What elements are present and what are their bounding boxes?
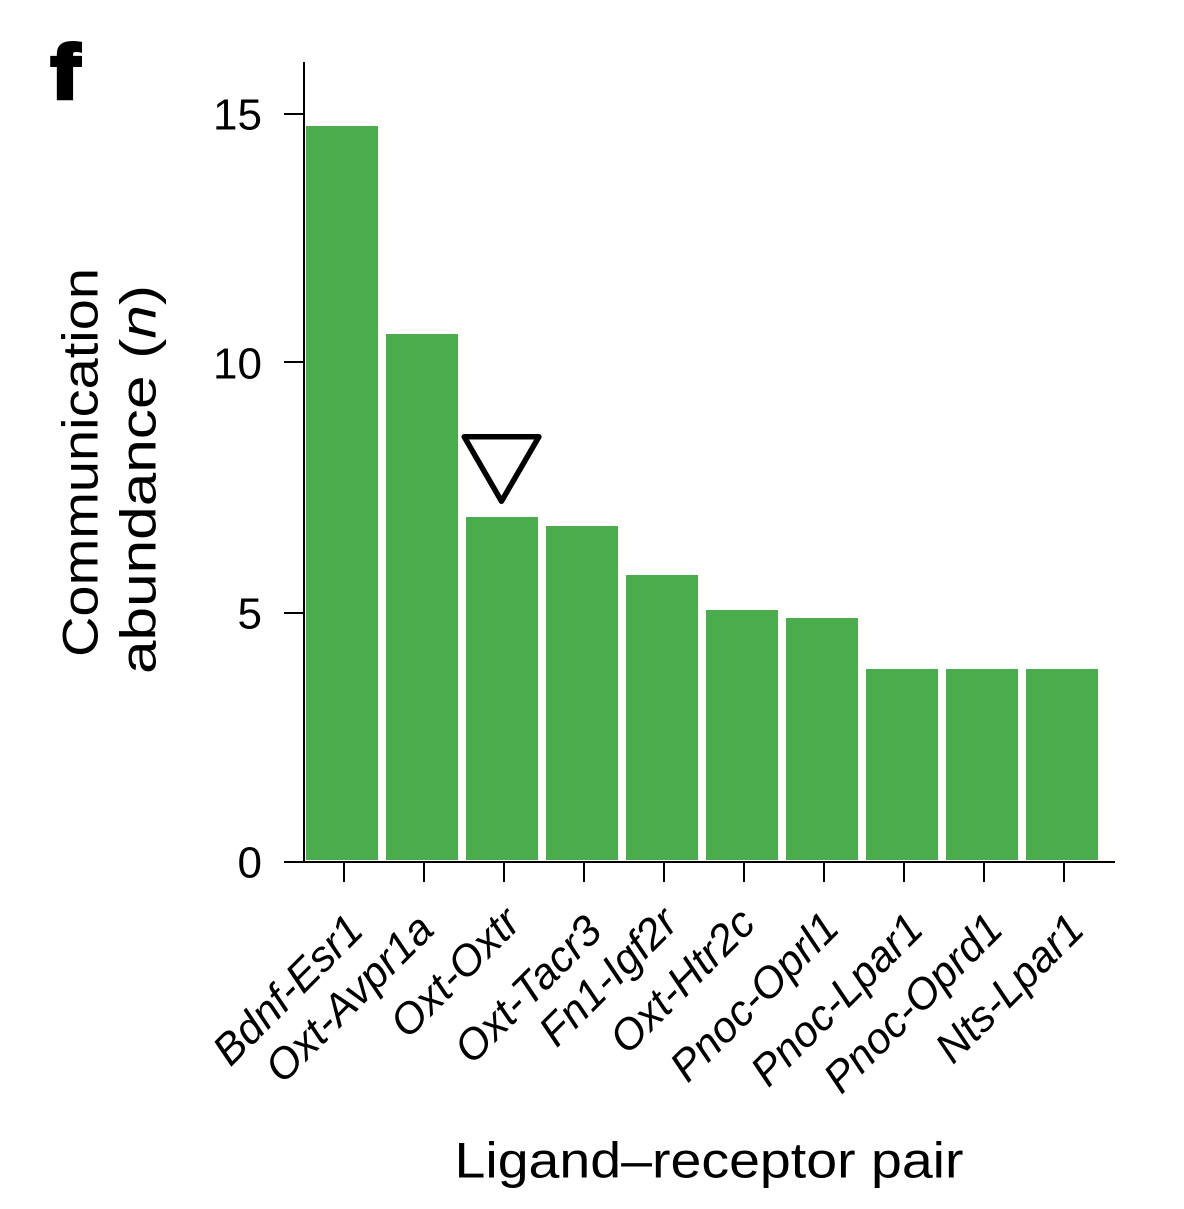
svg-text:10: 10 (213, 340, 262, 389)
svg-text:15: 15 (213, 91, 262, 140)
svg-text:f: f (51, 31, 81, 115)
svg-text:Communication: Communication (53, 268, 109, 657)
svg-text:0: 0 (238, 839, 262, 888)
svg-text:abundance (n): abundance (n) (111, 285, 167, 674)
svg-text:Ligand–receptor pair: Ligand–receptor pair (455, 1133, 964, 1189)
svg-text:5: 5 (238, 590, 262, 639)
